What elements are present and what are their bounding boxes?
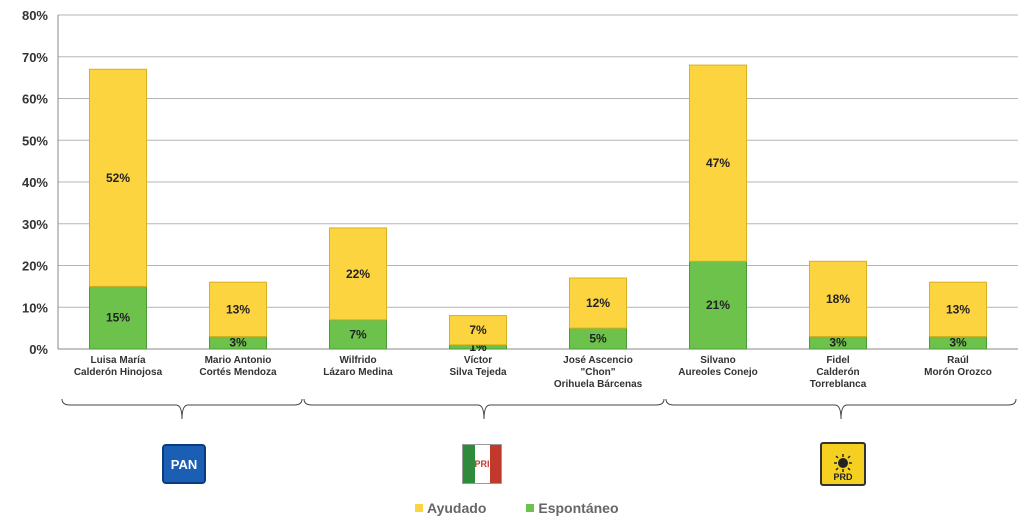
y-axis: 0% 10% 20% 30% 40% 50% 60% 70% 80%	[22, 8, 59, 357]
bar-segment-ayudado: 47%	[689, 64, 747, 262]
pan-logo-text: PAN	[170, 456, 198, 472]
grid-lines	[58, 14, 1018, 350]
sun-icon	[834, 454, 852, 472]
bar-segment-ayudado: 12%	[569, 277, 627, 329]
x-tick-label: Fidel Calderón Torreblanca	[810, 355, 867, 390]
bar-segment-espontaneo: 15%	[89, 285, 147, 350]
x-tick-label: Luisa María Calderón Hinojosa	[74, 355, 163, 378]
party-bracket	[303, 398, 665, 420]
bar-segment-ayudado: 18%	[809, 260, 867, 337]
x-tick-label: Raúl Morón Orozco	[924, 355, 992, 378]
pri-logo-icon: PRI	[462, 444, 502, 484]
party-bracket	[665, 398, 1017, 420]
y-tick-label: 80%	[22, 8, 48, 23]
legend-label-espontaneo: Espontáneo	[538, 500, 619, 516]
legend-swatch-ayudado	[415, 504, 423, 512]
bar	[689, 260, 747, 350]
y-tick-label: 50%	[22, 133, 48, 148]
bar-segment-espontaneo: 3%	[809, 336, 867, 350]
y-tick-label: 30%	[22, 217, 48, 232]
bar-segment-ayudado: 7%	[449, 315, 507, 346]
x-tick-label: Mario Antonio Cortés Mendoza	[199, 355, 277, 378]
prd-logo-text: PRD	[833, 472, 853, 482]
bar-segment-espontaneo: 7%	[329, 319, 387, 350]
bar-segment-espontaneo: 5%	[569, 327, 627, 350]
bar	[689, 64, 747, 262]
bar-segment-espontaneo: 3%	[209, 336, 267, 350]
bar	[569, 277, 627, 329]
data-label: 3%	[949, 336, 967, 350]
legend: Ayudado Espontáneo	[415, 500, 619, 516]
y-tick-label: 10%	[22, 300, 48, 315]
data-label: 7%	[349, 327, 367, 341]
legend-swatch-espontaneo	[526, 504, 535, 512]
x-axis-labels: Luisa María Calderón Hinojosa Mario Antoni…	[74, 355, 992, 390]
x-tick-label: Silvano Aureoles Conejo	[678, 355, 757, 378]
y-tick-label: 0%	[29, 342, 48, 357]
pan-logo-icon: PAN	[162, 444, 206, 484]
data-label: 47%	[706, 156, 730, 170]
data-label: 13%	[946, 302, 970, 316]
x-tick-label: Wilfrido Lázaro Medina	[323, 355, 393, 378]
bar-segment-ayudado: 22%	[329, 227, 387, 321]
data-label: 15%	[106, 311, 130, 325]
bar	[809, 260, 867, 337]
data-label: 7%	[469, 323, 487, 337]
data-label: 22%	[346, 267, 370, 281]
legend-item-ayudado: Ayudado	[415, 500, 486, 516]
bar	[329, 319, 387, 350]
bar-segment-ayudado: 13%	[209, 281, 267, 337]
data-label: 12%	[586, 296, 610, 310]
bar	[209, 281, 267, 337]
prd-logo-icon: PRD	[820, 442, 866, 486]
y-tick-label: 60%	[22, 92, 48, 107]
bar-segment-espontaneo: 3%	[929, 336, 987, 350]
legend-label-ayudado: Ayudado	[427, 500, 487, 516]
data-label: 52%	[106, 171, 130, 185]
x-tick-label: José Ascencio "Chon" Orihuela Bárcenas	[554, 355, 643, 390]
data-label: 21%	[706, 298, 730, 312]
data-label: 5%	[589, 332, 607, 346]
x-tick-label: Víctor Silva Tejeda	[449, 355, 507, 378]
data-label: 18%	[826, 292, 850, 306]
data-label: 13%	[226, 302, 250, 316]
y-tick-label: 40%	[22, 175, 48, 190]
bars: 15%52%3%13%7%22%1%7%5%12% 21%47%3%18%3%13…	[89, 64, 987, 354]
bar	[329, 227, 387, 321]
legend-item-espontaneo: Espontáneo	[526, 500, 619, 516]
data-label: 3%	[829, 336, 847, 350]
y-tick-label: 70%	[22, 50, 48, 65]
bar	[449, 315, 507, 346]
bar-segment-espontaneo: 21%	[689, 260, 747, 350]
pri-logo-text: PRI	[474, 459, 490, 469]
party-brackets	[61, 398, 1017, 420]
party-bracket	[61, 398, 303, 420]
bar	[89, 68, 147, 287]
data-label: 3%	[229, 336, 247, 350]
bar	[929, 281, 987, 337]
y-tick-label: 20%	[22, 259, 48, 274]
bar-segment-ayudado: 52%	[89, 68, 147, 287]
bar-segment-ayudado: 13%	[929, 281, 987, 337]
